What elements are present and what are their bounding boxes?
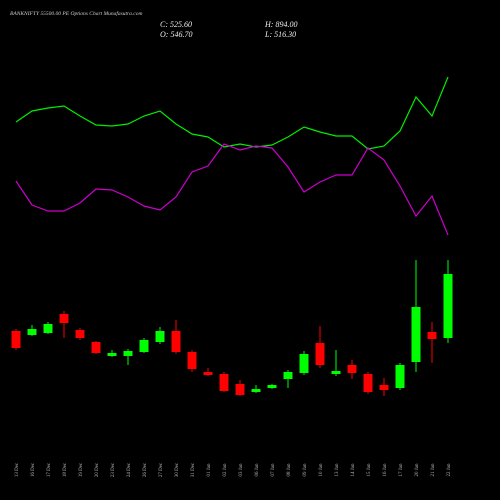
x-tick-label: 07 Jan: [271, 463, 276, 476]
x-tick-label: 21 Jan: [431, 463, 436, 476]
candle-body: [155, 331, 165, 342]
candle-body: [427, 332, 437, 339]
candle-body: [171, 331, 181, 352]
x-tick-label: 17 Dec: [47, 462, 52, 477]
candle-body: [283, 372, 293, 379]
close-label: C: 525.60: [160, 20, 192, 29]
x-tick-label: 17 Jan: [399, 463, 404, 476]
candle-body: [11, 331, 21, 348]
open-label: O: 546.70: [160, 30, 192, 39]
x-tick-label: 08 Jan: [287, 463, 292, 476]
candle-body: [123, 351, 133, 356]
candle-body: [219, 374, 229, 391]
low-label: L: 516.30: [264, 30, 296, 39]
line-series: [15, 76, 449, 150]
candle-body: [91, 342, 101, 353]
x-tick-label: 14 Jan: [351, 463, 356, 476]
x-tick-label: 31 Dec: [191, 462, 196, 477]
candle-body: [299, 354, 309, 373]
candle-body: [411, 307, 421, 362]
x-tick-label: 22 Jan: [447, 463, 452, 476]
candle-body: [235, 384, 245, 395]
x-tick-label: 24 Dec: [127, 462, 132, 477]
x-tick-label: 13 Dec: [15, 462, 20, 477]
x-tick-label: 03 Jan: [239, 463, 244, 476]
x-tick-label: 23 Dec: [111, 462, 116, 477]
candle-body: [443, 274, 453, 338]
candle-body: [203, 372, 213, 375]
x-tick-label: 06 Jan: [255, 463, 260, 476]
x-tick-label: 27 Dec: [159, 462, 164, 477]
chart-title: BANKNIFTY 55500.00 PE Options Chart Muna…: [10, 10, 142, 17]
x-tick-label: 15 Jan: [367, 463, 372, 476]
candle-body: [331, 371, 341, 374]
x-tick-label: 19 Dec: [79, 462, 84, 477]
candle-body: [75, 330, 85, 338]
x-tick-label: 02 Jan: [223, 463, 228, 476]
x-tick-label: 18 Dec: [63, 462, 68, 477]
x-tick-label: 09 Jan: [303, 463, 308, 476]
x-tick-label: 26 Dec: [143, 462, 148, 477]
x-tick-label: 16 Dec: [31, 462, 36, 477]
x-tick-label: 20 Jan: [415, 463, 420, 476]
high-label: H: 894.00: [264, 20, 297, 29]
candle-body: [59, 314, 69, 323]
x-tick-label: 13 Jan: [335, 463, 340, 476]
x-tick-label: 16 Jan: [383, 463, 388, 476]
line-series: [15, 143, 449, 236]
candle-body: [187, 352, 197, 369]
candle-body: [395, 365, 405, 388]
candle-body: [379, 385, 389, 390]
x-tick-label: 01 Jan: [207, 463, 212, 476]
x-tick-label: 20 Dec: [95, 462, 100, 477]
candle-body: [251, 389, 261, 392]
candle-body: [43, 324, 53, 333]
candle-body: [315, 343, 325, 365]
x-tick-label: 10 Jan: [319, 463, 324, 476]
candle-body: [347, 365, 357, 373]
candle-body: [107, 353, 117, 356]
candle-body: [363, 374, 373, 392]
candle-body: [27, 329, 37, 335]
candle-body: [267, 385, 277, 388]
candle-body: [139, 340, 149, 352]
x-tick-label: 30 Dec: [175, 462, 180, 477]
